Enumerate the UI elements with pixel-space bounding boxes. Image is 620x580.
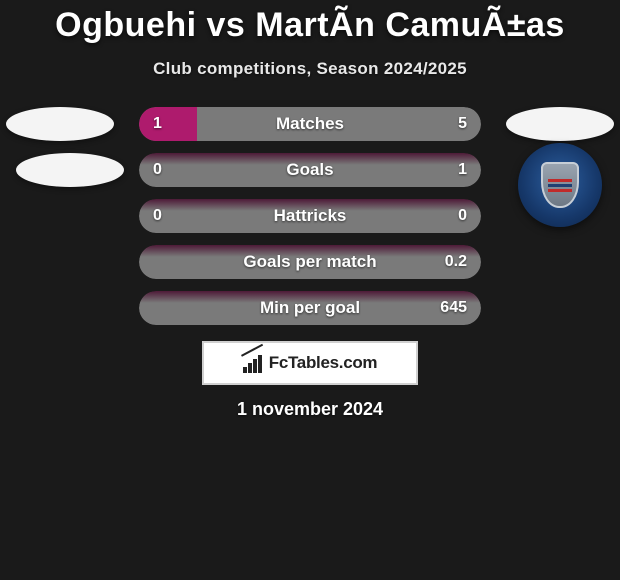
stat-label: Hattricks [274, 206, 347, 226]
source-logo-text: FcTables.com [269, 353, 378, 373]
stat-label: Goals per match [243, 252, 376, 272]
stat-row: Hattricks 0 0 [0, 199, 620, 233]
stat-row: Goals per match 0.2 [0, 245, 620, 279]
stat-pill: Matches 1 5 [139, 107, 481, 141]
stat-value-right: 645 [440, 299, 467, 317]
page-subtitle: Club competitions, Season 2024/2025 [0, 59, 620, 79]
comparison-card: Ogbuehi vs MartÃ­n CamuÃ±as Club competi… [0, 0, 620, 580]
stat-row: Goals 0 1 [0, 153, 620, 187]
footer-date: 1 november 2024 [0, 399, 620, 420]
fctables-icon [243, 353, 265, 373]
stats-area: Matches 1 5 Goals 0 1 Hattricks 0 0 Goals per mat… [0, 107, 620, 325]
stat-pill: Goals 0 1 [139, 153, 481, 187]
stat-row: Min per goal 645 [0, 291, 620, 325]
stat-pill: Min per goal 645 [139, 291, 481, 325]
stat-label: Goals [286, 160, 333, 180]
source-logo: FcTables.com [202, 341, 418, 385]
stat-label: Min per goal [260, 298, 360, 318]
page-title: Ogbuehi vs MartÃ­n CamuÃ±as [0, 6, 620, 45]
stat-value-right: 5 [458, 115, 467, 133]
stat-label: Matches [276, 114, 344, 134]
stat-value-right: 0.2 [445, 253, 467, 271]
stat-value-left: 0 [153, 161, 162, 179]
stat-row: Matches 1 5 [0, 107, 620, 141]
stat-pill: Hattricks 0 0 [139, 199, 481, 233]
stat-pill: Goals per match 0.2 [139, 245, 481, 279]
stat-value-right: 1 [458, 161, 467, 179]
stat-value-left: 1 [153, 115, 162, 133]
stat-value-right: 0 [458, 207, 467, 225]
stat-value-left: 0 [153, 207, 162, 225]
